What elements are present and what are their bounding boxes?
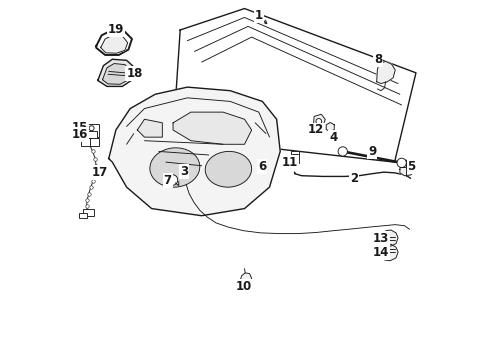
Bar: [88, 131, 97, 138]
Text: 12: 12: [307, 123, 324, 136]
Circle shape: [89, 126, 94, 131]
Polygon shape: [240, 273, 251, 285]
Polygon shape: [376, 62, 394, 84]
Text: 1: 1: [254, 9, 263, 22]
Text: 17: 17: [91, 166, 107, 179]
Text: 7: 7: [163, 174, 171, 187]
Circle shape: [396, 158, 406, 167]
Text: 9: 9: [367, 145, 376, 158]
Polygon shape: [98, 59, 134, 86]
Text: 15: 15: [71, 121, 87, 134]
Text: 6: 6: [258, 160, 266, 173]
Text: 13: 13: [372, 232, 388, 245]
Polygon shape: [96, 30, 132, 55]
Text: 2: 2: [349, 172, 357, 185]
Text: 11: 11: [282, 156, 298, 169]
Polygon shape: [381, 230, 397, 246]
Polygon shape: [382, 244, 397, 261]
Bar: [79, 213, 86, 218]
Bar: [290, 152, 298, 163]
Circle shape: [166, 175, 177, 185]
Circle shape: [315, 118, 321, 124]
Text: 4: 4: [328, 131, 337, 144]
Polygon shape: [108, 87, 280, 216]
Text: 16: 16: [71, 128, 87, 141]
Bar: [81, 138, 99, 146]
Bar: [81, 123, 99, 137]
Polygon shape: [173, 9, 415, 162]
Text: 10: 10: [235, 280, 251, 293]
Polygon shape: [173, 112, 251, 144]
Text: 8: 8: [373, 54, 382, 67]
Ellipse shape: [149, 148, 200, 187]
Polygon shape: [102, 64, 130, 84]
Ellipse shape: [205, 152, 251, 187]
Bar: [83, 209, 94, 216]
Text: 18: 18: [126, 67, 142, 80]
Text: 3: 3: [180, 165, 187, 177]
Polygon shape: [325, 122, 334, 132]
Polygon shape: [137, 119, 162, 137]
Circle shape: [337, 147, 346, 156]
Text: 19: 19: [107, 23, 124, 36]
Text: 5: 5: [407, 160, 415, 173]
Polygon shape: [313, 114, 325, 128]
Polygon shape: [399, 160, 414, 176]
Text: 14: 14: [372, 246, 388, 259]
Polygon shape: [101, 35, 127, 53]
